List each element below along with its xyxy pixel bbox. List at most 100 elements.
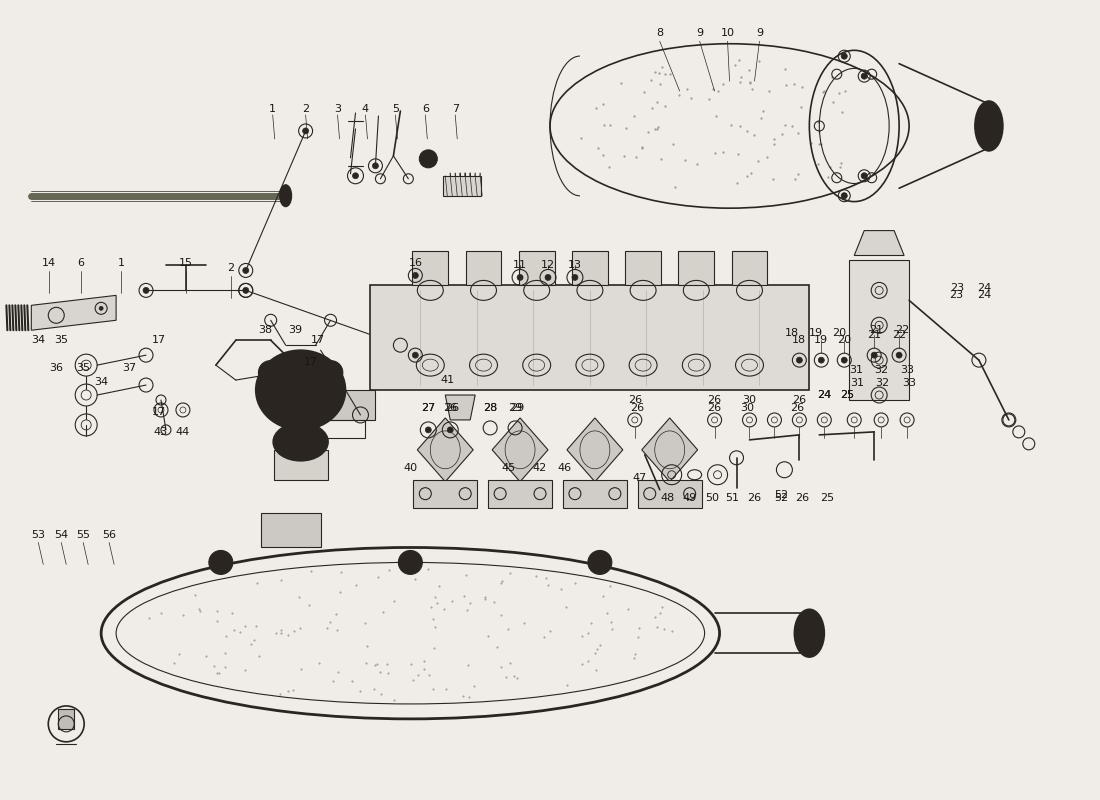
Text: 8: 8 bbox=[657, 28, 663, 38]
Text: 19: 19 bbox=[814, 335, 828, 346]
Text: 17: 17 bbox=[152, 335, 166, 346]
Text: 21: 21 bbox=[869, 326, 883, 335]
Text: 52: 52 bbox=[774, 493, 789, 502]
Text: 1: 1 bbox=[118, 258, 124, 269]
Text: 37: 37 bbox=[122, 363, 136, 373]
Ellipse shape bbox=[794, 610, 824, 657]
Bar bbox=[572, 250, 608, 286]
Text: 32: 32 bbox=[876, 378, 889, 388]
Text: 15: 15 bbox=[179, 258, 192, 269]
Text: 44: 44 bbox=[176, 427, 190, 437]
Bar bbox=[371, 286, 810, 390]
Text: 27: 27 bbox=[421, 403, 436, 413]
Text: 20: 20 bbox=[833, 328, 846, 338]
Text: 24: 24 bbox=[977, 283, 991, 294]
Text: 25: 25 bbox=[840, 390, 855, 400]
Text: 26: 26 bbox=[792, 395, 806, 405]
Text: 24: 24 bbox=[817, 390, 832, 400]
Text: 6: 6 bbox=[78, 258, 85, 269]
Text: 25: 25 bbox=[840, 390, 855, 400]
Text: 29: 29 bbox=[508, 403, 522, 413]
Circle shape bbox=[544, 274, 551, 281]
Text: 22: 22 bbox=[892, 330, 906, 340]
Polygon shape bbox=[492, 418, 548, 482]
Polygon shape bbox=[417, 418, 473, 482]
Circle shape bbox=[99, 306, 103, 310]
Text: 18: 18 bbox=[785, 328, 800, 338]
Circle shape bbox=[842, 54, 847, 59]
Bar bbox=[412, 250, 449, 286]
Text: 9: 9 bbox=[696, 28, 703, 38]
Text: 38: 38 bbox=[258, 326, 273, 335]
Bar bbox=[316, 420, 365, 438]
Text: 26: 26 bbox=[790, 403, 804, 413]
Text: 46: 46 bbox=[558, 462, 572, 473]
Ellipse shape bbox=[279, 185, 292, 206]
Text: 49: 49 bbox=[682, 493, 696, 502]
Text: 14: 14 bbox=[42, 258, 56, 269]
Text: 47: 47 bbox=[632, 473, 647, 482]
Text: 16: 16 bbox=[408, 258, 422, 269]
Text: 10: 10 bbox=[720, 28, 735, 38]
Text: 40: 40 bbox=[404, 462, 417, 473]
Text: 3: 3 bbox=[334, 104, 341, 114]
Circle shape bbox=[258, 361, 283, 385]
Text: 26: 26 bbox=[747, 493, 761, 502]
Text: 45: 45 bbox=[500, 462, 515, 473]
Text: 51: 51 bbox=[726, 493, 739, 502]
Text: 27: 27 bbox=[421, 403, 436, 413]
Text: 56: 56 bbox=[102, 530, 117, 539]
Text: 11: 11 bbox=[513, 261, 527, 270]
Text: 4: 4 bbox=[362, 104, 369, 114]
Circle shape bbox=[587, 550, 612, 574]
Text: 25: 25 bbox=[821, 493, 835, 502]
Text: 22: 22 bbox=[895, 326, 910, 335]
Circle shape bbox=[143, 287, 148, 294]
Circle shape bbox=[572, 274, 578, 281]
Text: 31: 31 bbox=[850, 378, 865, 388]
Ellipse shape bbox=[273, 423, 328, 461]
Text: 50: 50 bbox=[705, 493, 719, 502]
Bar bbox=[563, 480, 627, 508]
Text: 23: 23 bbox=[949, 290, 962, 300]
Circle shape bbox=[412, 352, 418, 358]
Text: 26: 26 bbox=[707, 403, 722, 413]
Bar bbox=[414, 480, 477, 508]
Text: 33: 33 bbox=[902, 378, 916, 388]
Text: 26: 26 bbox=[795, 493, 810, 502]
Text: 30: 30 bbox=[742, 395, 757, 405]
Bar bbox=[261, 513, 320, 547]
Text: 26: 26 bbox=[629, 403, 644, 413]
Text: 42: 42 bbox=[532, 462, 547, 473]
Circle shape bbox=[352, 173, 359, 178]
Text: 21: 21 bbox=[867, 330, 881, 340]
Text: 43: 43 bbox=[154, 427, 168, 437]
Bar bbox=[849, 261, 909, 400]
Text: 26: 26 bbox=[446, 403, 460, 413]
Text: 35: 35 bbox=[76, 363, 90, 373]
Bar bbox=[625, 250, 661, 286]
Circle shape bbox=[871, 352, 877, 358]
Text: 19: 19 bbox=[810, 328, 824, 338]
Circle shape bbox=[448, 427, 453, 433]
Circle shape bbox=[419, 150, 438, 168]
Bar bbox=[465, 250, 502, 286]
Text: 29: 29 bbox=[510, 403, 525, 413]
Polygon shape bbox=[31, 295, 117, 330]
Circle shape bbox=[319, 361, 343, 385]
Text: 53: 53 bbox=[31, 530, 45, 539]
Circle shape bbox=[243, 287, 249, 294]
Text: 54: 54 bbox=[54, 530, 68, 539]
Text: 24: 24 bbox=[817, 390, 832, 400]
Text: 7: 7 bbox=[452, 104, 459, 114]
Bar bbox=[274, 450, 328, 480]
Text: 1: 1 bbox=[270, 104, 276, 114]
Text: 6: 6 bbox=[421, 104, 429, 114]
Circle shape bbox=[373, 163, 378, 169]
Text: 55: 55 bbox=[76, 530, 90, 539]
Ellipse shape bbox=[975, 101, 1003, 151]
Text: 39: 39 bbox=[288, 326, 302, 335]
Text: 41: 41 bbox=[440, 375, 454, 385]
Circle shape bbox=[896, 352, 902, 358]
Text: 2: 2 bbox=[302, 104, 309, 114]
